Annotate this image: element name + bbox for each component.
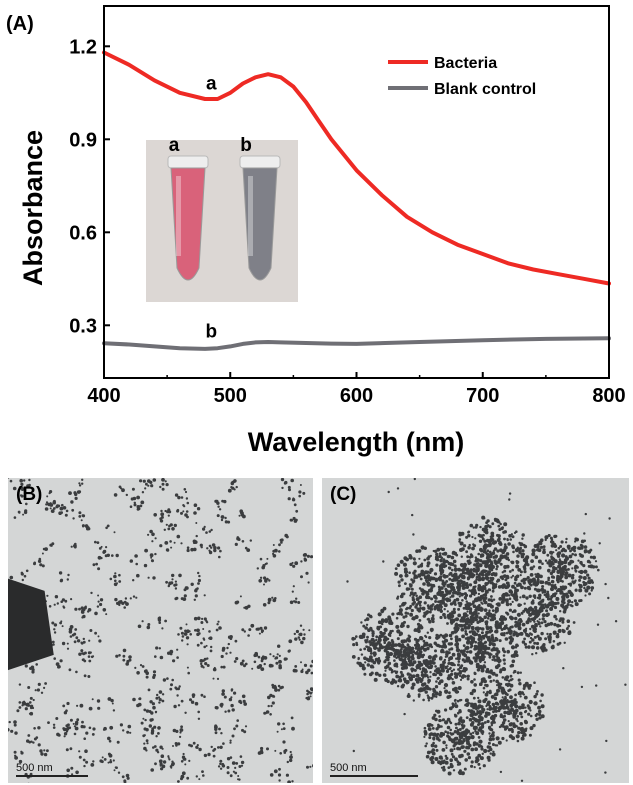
inset-label-b: b (240, 135, 252, 156)
tube-body-b (242, 167, 278, 281)
scale-bar-b-line (16, 775, 88, 777)
inset-label-a: a (169, 135, 180, 156)
tube-cap-a (167, 155, 209, 169)
y-tick-label-0.9: 0.9 (69, 129, 97, 151)
legend-label-1: Blank control (434, 81, 536, 98)
series-line-bacteria (102, 50, 611, 286)
tube-body-a (170, 167, 206, 281)
series-layer (102, 50, 611, 351)
panel-label-b: (B) (16, 484, 43, 505)
tem-image-dispersed: (B) 500 nm (8, 478, 313, 783)
x-axis-label: Wavelength (nm) (248, 427, 465, 457)
curve-label-a: a (206, 74, 217, 95)
scale-bar-c-line (330, 775, 418, 777)
x-tick-label-400: 400 (87, 385, 120, 407)
tube-highlight-a (176, 176, 181, 256)
x-tick-label-500: 500 (214, 385, 247, 407)
legend: Bacteria Blank control (388, 55, 536, 98)
scale-bar-b-label: 500 nm (16, 762, 53, 774)
curve-label-b: b (206, 322, 218, 343)
nanoparticle-field (346, 478, 627, 782)
scale-bar-c-label: 500 nm (330, 762, 367, 774)
tem-micrograph-b (8, 478, 313, 783)
x-tick-label-800: 800 (592, 385, 625, 407)
y-axis-label: Absorbance (18, 130, 48, 286)
scale-bar-c: 500 nm (330, 762, 418, 777)
tube-cap-b (239, 155, 281, 169)
tem-micrograph-c (322, 478, 629, 783)
tem-background (8, 478, 313, 783)
x-tick-label-600: 600 (340, 385, 373, 407)
y-tick-label-0.3: 0.3 (69, 315, 97, 337)
panel-label-a: (A) (6, 13, 34, 35)
panel-label-c: (C) (330, 484, 357, 505)
legend-label-0: Bacteria (434, 55, 497, 72)
y-tick-label-0.6: 0.6 (69, 222, 97, 244)
x-tick-label-700: 700 (466, 385, 499, 407)
tem-image-aggregated: (C) 500 nm (322, 478, 629, 783)
dark-debris (8, 578, 54, 671)
axes-layer: 400 500 600 700 800 0.3 0.6 0.9 1.2 (69, 5, 626, 407)
nanoparticle-field (8, 478, 313, 783)
series-line-blank-control (102, 336, 611, 351)
y-tick-label-1.2: 1.2 (69, 36, 97, 58)
scale-bar-b: 500 nm (16, 762, 88, 777)
annotation-layer: ab (206, 74, 218, 343)
tube-highlight-b (248, 176, 253, 256)
